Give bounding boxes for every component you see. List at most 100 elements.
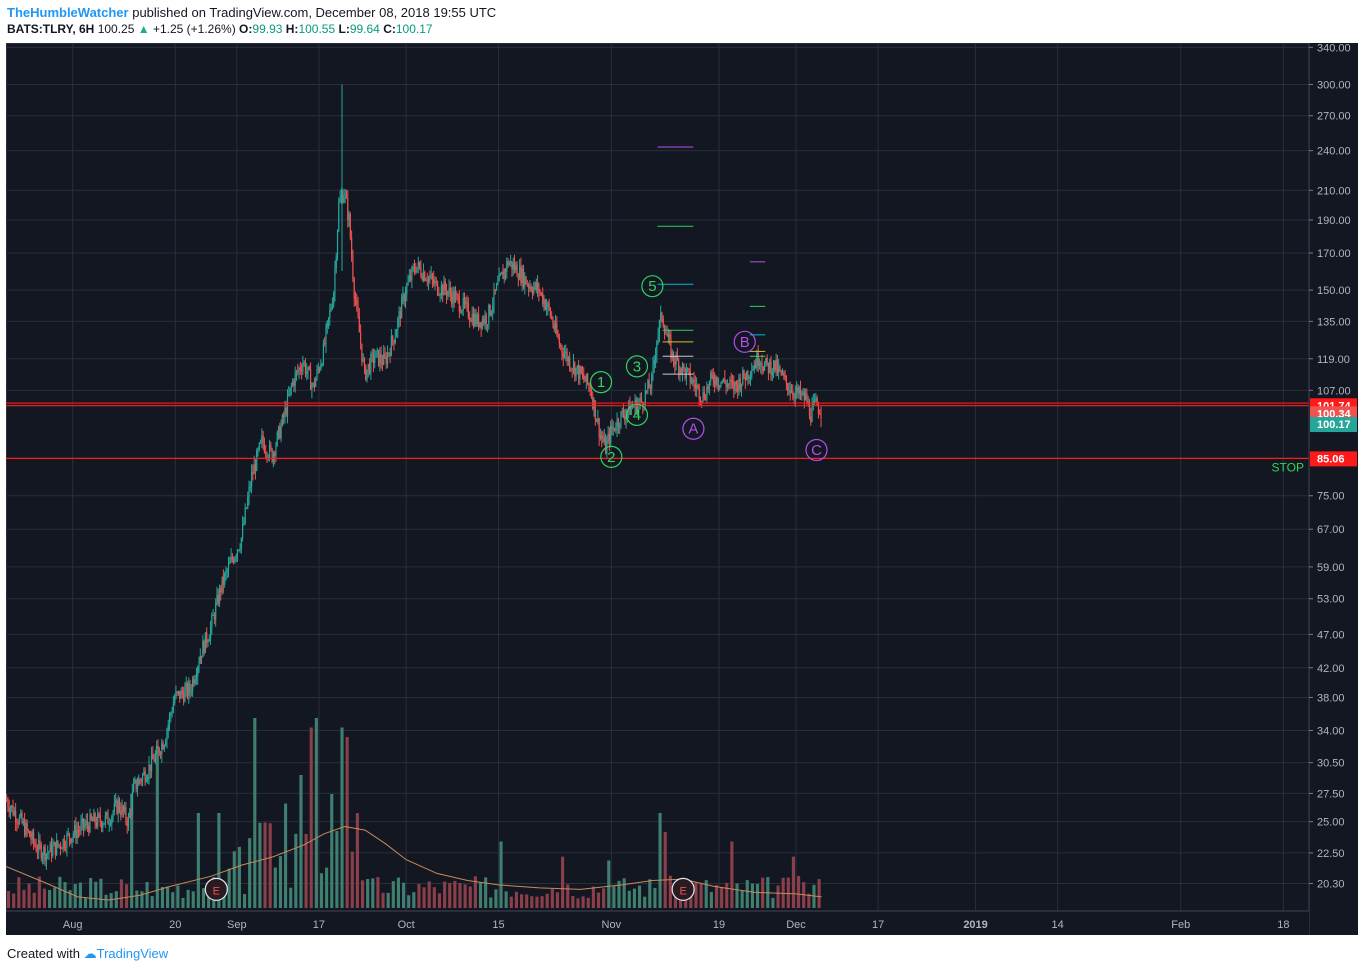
candle-body — [481, 318, 484, 329]
time-axis-bg — [6, 911, 1309, 935]
volume-bar — [427, 881, 431, 908]
candle-body — [594, 400, 596, 420]
candle-body — [82, 818, 85, 828]
volume-bar — [114, 891, 118, 908]
candle-body — [479, 322, 481, 328]
candle-body — [671, 351, 673, 359]
candle-body — [753, 364, 755, 370]
candle-body — [20, 813, 22, 817]
candle-body — [56, 840, 58, 855]
candle-body — [571, 369, 573, 371]
candle-body — [29, 831, 31, 837]
tradingview-logo-icon[interactable]: ☁ — [83, 946, 97, 961]
candle-body — [717, 385, 720, 387]
candle-body — [719, 385, 721, 387]
candle-body — [79, 830, 81, 832]
candle-body — [9, 808, 12, 813]
price-chart[interactable]: STOP 1 2 3 4 5 A B C E E 340.00 300.00 270.00 240.00… — [6, 43, 1358, 935]
wave-label-E: E — [213, 885, 220, 897]
candle-body — [763, 364, 766, 371]
author-link[interactable]: TheHumbleWatcher — [7, 5, 129, 20]
candle-body — [190, 691, 192, 693]
candle-body — [684, 367, 686, 378]
candle-body — [136, 785, 139, 790]
candle-body — [579, 366, 581, 380]
tradingview-brand[interactable]: TradingView — [96, 946, 169, 961]
volume-bar — [504, 891, 508, 908]
wave-label-E: E — [679, 885, 686, 897]
date-tick-label: 19 — [713, 919, 725, 931]
volume-bar — [330, 794, 334, 908]
candle-body — [589, 386, 591, 392]
candle-body — [209, 627, 212, 639]
candle-body — [108, 824, 110, 826]
candle-body — [231, 556, 233, 560]
candle-body — [595, 419, 598, 422]
volume-bar — [366, 878, 370, 908]
candle-body — [412, 266, 414, 268]
price-axis-bg — [1309, 43, 1358, 935]
candle-body — [726, 384, 728, 388]
candle-body — [647, 380, 649, 391]
candle-body — [333, 292, 335, 305]
up-arrow-icon: ▲ — [137, 22, 150, 36]
candle-body — [531, 290, 534, 294]
candle-body — [499, 274, 501, 276]
candle-body — [604, 437, 607, 454]
candle-body — [552, 318, 554, 326]
candle-body — [607, 433, 609, 441]
volume-bar — [463, 884, 467, 908]
candle-body — [814, 400, 816, 402]
candle-body — [197, 667, 199, 677]
time-axis[interactable]: Aug 20 Sep 17 Oct 15 Nov 19 Dec 17 2019 14 Feb 18 — [6, 910, 1309, 935]
candle-body — [560, 345, 562, 347]
volume-bar — [376, 877, 380, 908]
candle-body — [583, 374, 585, 380]
volume-bar — [145, 881, 149, 908]
candle-body — [633, 406, 635, 408]
candle-body — [392, 336, 394, 341]
horizontal-lines[interactable]: STOP — [6, 402, 1309, 474]
volume-bar — [166, 886, 170, 908]
candle-body — [360, 332, 362, 344]
candle-body — [780, 369, 782, 375]
volume-bar — [294, 833, 298, 908]
open-value: 99.93 — [252, 22, 283, 36]
candle-body — [429, 277, 431, 279]
price-tick-label: 27.50 — [1317, 788, 1345, 800]
candle-body — [439, 294, 441, 296]
candle-body — [511, 261, 513, 270]
candle-body — [477, 314, 480, 328]
candle-body — [206, 632, 208, 643]
candle-body — [177, 690, 180, 693]
candle-body — [721, 381, 723, 383]
candle-body — [538, 283, 540, 293]
volume-bar — [622, 878, 626, 908]
volume-bar — [7, 890, 11, 908]
candle-body — [401, 297, 403, 319]
candle-body — [731, 381, 734, 383]
volume-bar — [648, 879, 652, 908]
candle-body — [542, 293, 544, 305]
candle-body — [242, 524, 244, 539]
candle-body — [357, 303, 359, 317]
candle-body — [122, 805, 124, 812]
candle-body — [194, 679, 196, 684]
candle-body — [351, 238, 353, 257]
candle-body — [8, 807, 10, 813]
candle-body — [688, 368, 690, 370]
candle-body — [674, 361, 676, 365]
candle-body — [76, 830, 78, 838]
candle-body — [528, 284, 530, 289]
candle-body — [143, 771, 145, 775]
candle-body — [739, 377, 741, 390]
candle-body — [161, 743, 163, 755]
volume-bar — [227, 868, 231, 908]
candle-body — [372, 353, 375, 363]
candle-body — [185, 683, 187, 689]
price-axis[interactable]: 340.00 300.00 270.00 240.00 210.00 190.00 170.… — [1308, 43, 1358, 935]
volume-bar — [576, 898, 580, 908]
volume-bar — [458, 882, 462, 908]
candle-body — [404, 294, 407, 302]
price-tick-label: 210.00 — [1317, 185, 1351, 197]
